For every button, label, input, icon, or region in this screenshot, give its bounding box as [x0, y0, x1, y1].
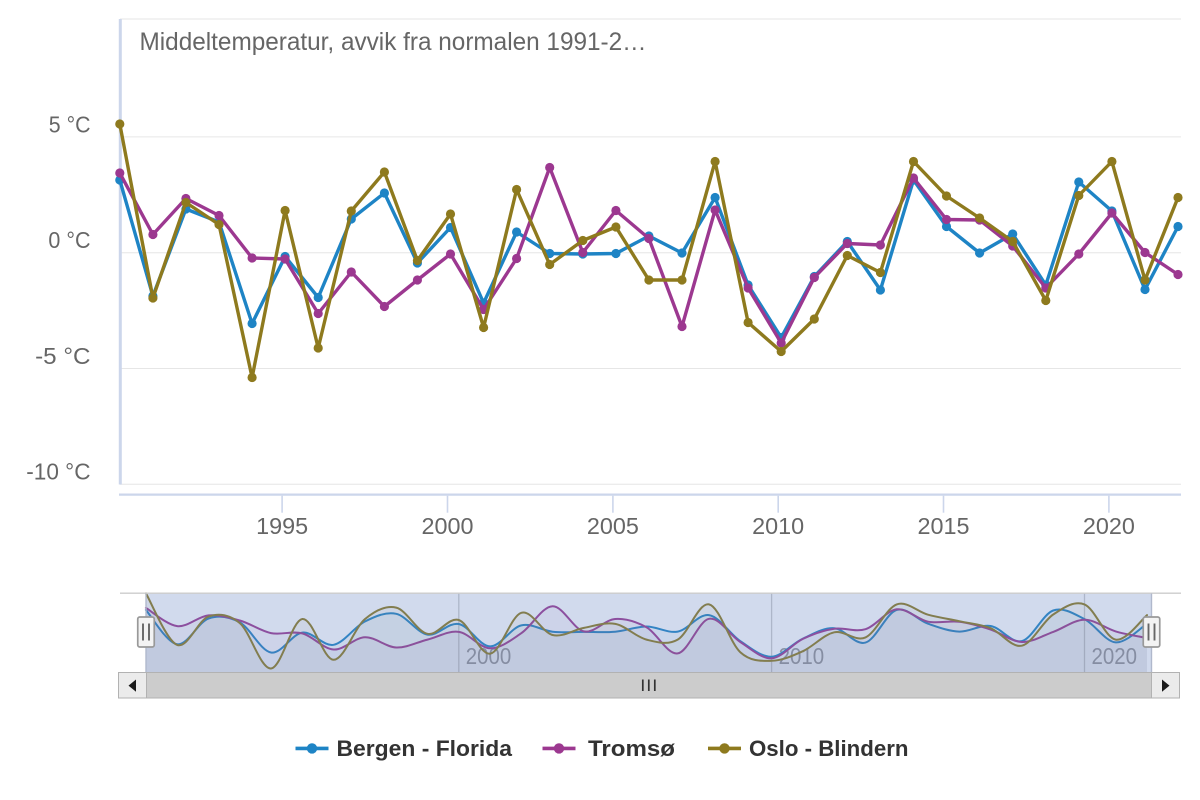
svg-text:-10 °C: -10 °C: [26, 459, 90, 485]
svg-text:2010: 2010: [752, 513, 804, 539]
svg-text:2000: 2000: [422, 513, 474, 539]
svg-text:1995: 1995: [256, 513, 308, 539]
svg-text:2020: 2020: [1092, 643, 1138, 669]
svg-text:Oslo - Blindern: Oslo - Blindern: [749, 736, 909, 761]
svg-text:2020: 2020: [1083, 513, 1135, 539]
svg-text:2005: 2005: [587, 513, 639, 539]
svg-text:5 °C: 5 °C: [49, 111, 91, 137]
svg-text:Tromsø: Tromsø: [588, 736, 676, 761]
svg-text:Bergen - Florida: Bergen - Florida: [337, 736, 513, 761]
svg-text:Middeltemperatur, avvik fra no: Middeltemperatur, avvik fra normalen 199…: [140, 28, 647, 56]
svg-text:2015: 2015: [918, 513, 970, 539]
svg-text:-5 °C: -5 °C: [35, 343, 90, 369]
svg-text:0 °C: 0 °C: [48, 227, 90, 253]
svg-text:2010: 2010: [779, 643, 825, 669]
